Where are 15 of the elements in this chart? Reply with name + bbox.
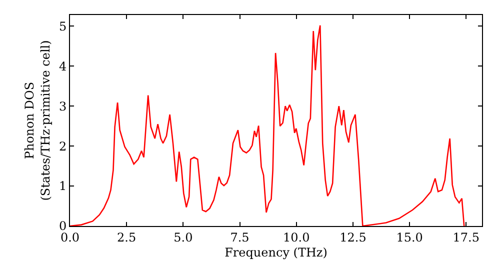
x-tick-label: 12.5 (340, 230, 366, 244)
x-tick-label: 7.5 (230, 230, 250, 244)
x-tick-label: 2.5 (117, 230, 136, 244)
x-tick-label: 5.0 (174, 230, 193, 244)
y-tick-label: 3 (58, 99, 67, 114)
x-tick-label: 15.0 (396, 230, 423, 244)
x-tick-label: 17.5 (452, 230, 480, 244)
y-tick-label: 1 (58, 179, 67, 194)
line-series (70, 24, 465, 226)
y-tick-label: 2 (58, 139, 67, 154)
y-axis-title: Phonon DOS (States/THz·primitive cell) (22, 40, 52, 201)
y-tick-label: 5 (58, 19, 67, 34)
x-axis-title: Frequency (THz) (224, 245, 328, 260)
x-tick-label: 10.0 (283, 230, 310, 244)
y-tick-label: 4 (58, 59, 67, 74)
